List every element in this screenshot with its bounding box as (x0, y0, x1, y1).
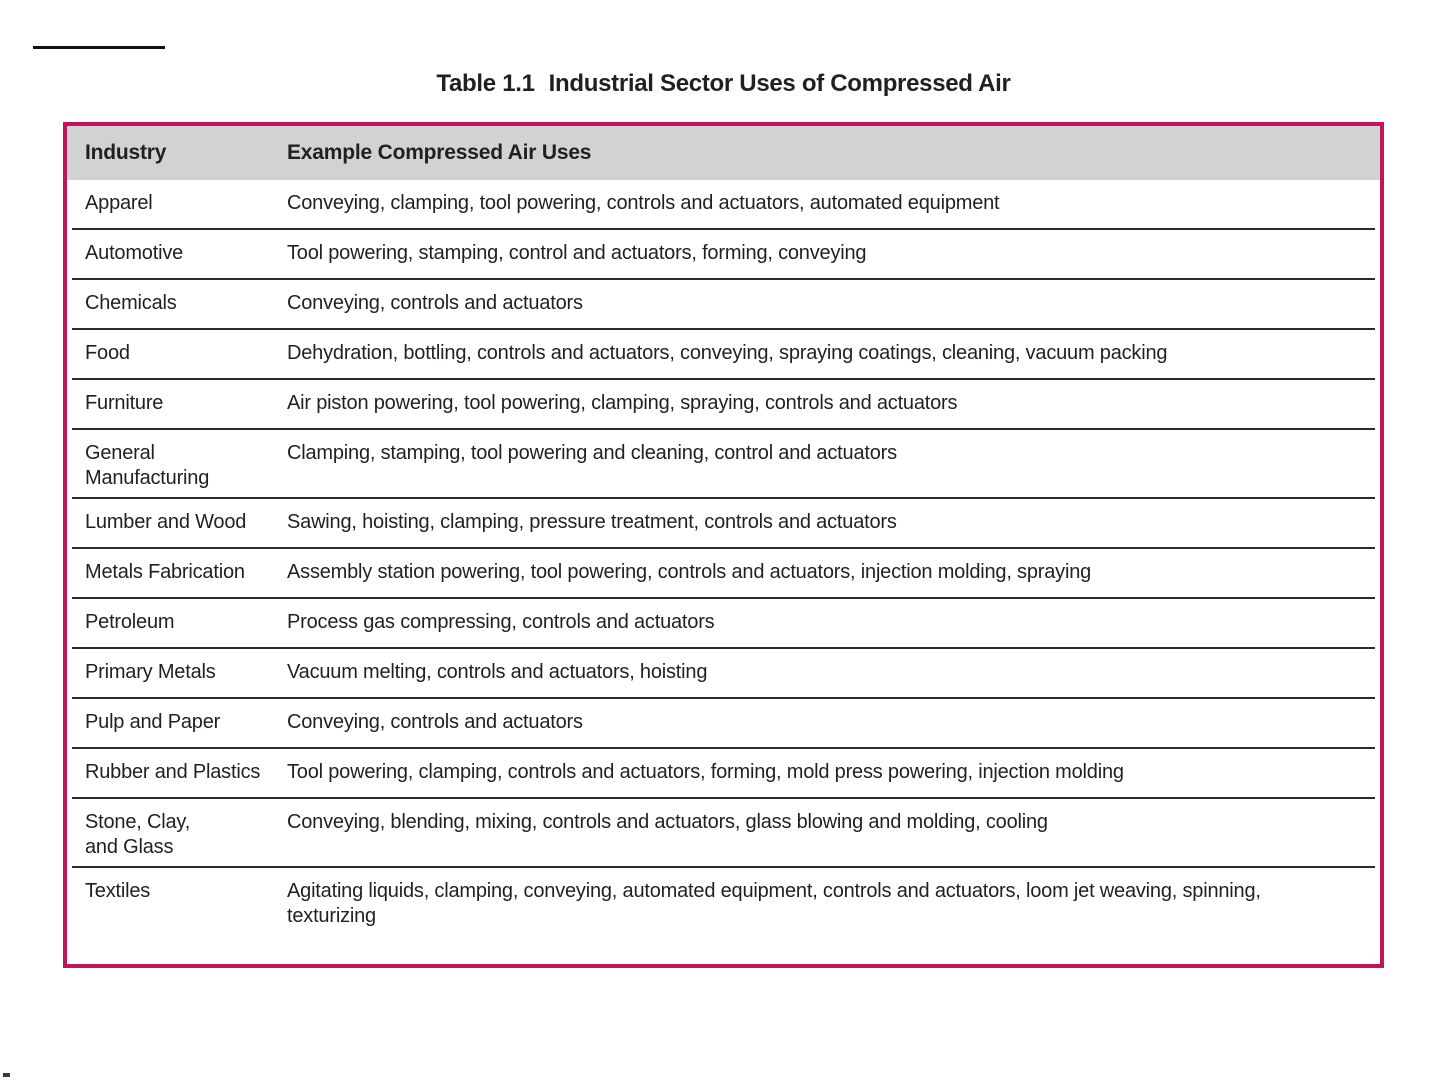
table-header-row: Industry Example Compressed Air Uses (67, 126, 1380, 180)
uses-cell: Sawing, hoisting, clamping, pressure tre… (287, 511, 897, 533)
table-row: Furniture Air piston powering, tool powe… (72, 380, 1375, 430)
uses-cell: Dehydration, bottling, controls and actu… (287, 342, 1168, 364)
table-row: Lumber and Wood Sawing, hoisting, clampi… (72, 499, 1375, 549)
column-header-example-uses: Example Compressed Air Uses (287, 141, 592, 164)
compressed-air-uses-table: Industry Example Compressed Air Uses App… (63, 122, 1384, 968)
industry-cell: Lumber and Wood (85, 511, 247, 533)
table-row: Apparel Conveying, clamping, tool poweri… (72, 180, 1375, 230)
uses-cell: Conveying, controls and actuators (287, 292, 583, 314)
table-caption-title: Industrial Sector Uses of Compressed Air (548, 70, 1011, 97)
uses-cell: Vacuum melting, controls and actuators, … (287, 661, 708, 683)
uses-cell: Conveying, blending, mixing, controls an… (287, 811, 1048, 833)
table-row: Petroleum Process gas compressing, contr… (72, 599, 1375, 649)
table-row: Pulp and Paper Conveying, controls and a… (72, 699, 1375, 749)
industry-cell: Petroleum (85, 611, 175, 633)
industry-cell: Automotive (85, 242, 184, 264)
uses-cell: Conveying, controls and actuators (287, 711, 583, 733)
industry-cell: Metals Fabrication (85, 561, 245, 583)
table-row: General Manufacturing Clamping, stamping… (72, 430, 1375, 499)
column-header-industry: Industry (85, 141, 167, 164)
top-left-rule (33, 46, 165, 49)
industry-cell: General Manufacturing (85, 442, 210, 489)
uses-cell: Process gas compressing, controls and ac… (287, 611, 715, 633)
industry-cell: Pulp and Paper (85, 711, 221, 733)
uses-cell: Assembly station powering, tool powering… (287, 561, 1092, 583)
table-row: Rubber and Plastics Tool powering, clamp… (72, 749, 1375, 799)
table-row: Automotive Tool powering, stamping, cont… (72, 230, 1375, 280)
uses-cell: Agitating liquids, clamping, conveying, … (287, 880, 1261, 927)
stray-page-mark (3, 1073, 10, 1077)
table-body: Apparel Conveying, clamping, tool poweri… (67, 180, 1380, 964)
uses-cell: Clamping, stamping, tool powering and cl… (287, 442, 897, 464)
uses-cell: Air piston powering, tool powering, clam… (287, 392, 958, 414)
industry-cell: Primary Metals (85, 661, 216, 683)
uses-cell: Tool powering, clamping, controls and ac… (287, 761, 1124, 783)
industry-cell: Apparel (85, 192, 153, 214)
table-row: Textiles Agitating liquids, clamping, co… (72, 868, 1375, 964)
industry-cell: Food (85, 342, 130, 364)
table-row: Metals Fabrication Assembly station powe… (72, 549, 1375, 599)
table-caption-number: Table 1.1 (436, 70, 535, 97)
uses-cell: Conveying, clamping, tool powering, cont… (287, 192, 1000, 214)
industry-cell: Textiles (85, 880, 151, 902)
uses-cell: Tool powering, stamping, control and act… (287, 242, 867, 264)
table-row: Food Dehydration, bottling, controls and… (72, 330, 1375, 380)
table-row: Primary Metals Vacuum melting, controls … (72, 649, 1375, 699)
industry-cell: Rubber and Plastics (85, 761, 261, 783)
industry-cell: Furniture (85, 392, 164, 414)
table-row: Stone, Clay, and Glass Conveying, blendi… (72, 799, 1375, 868)
table-caption: Table 1.1 Industrial Sector Uses of Compr… (63, 70, 1384, 98)
industry-cell: Stone, Clay, and Glass (85, 811, 191, 858)
industry-cell: Chemicals (85, 292, 177, 314)
table-row: Chemicals Conveying, controls and actuat… (72, 280, 1375, 330)
